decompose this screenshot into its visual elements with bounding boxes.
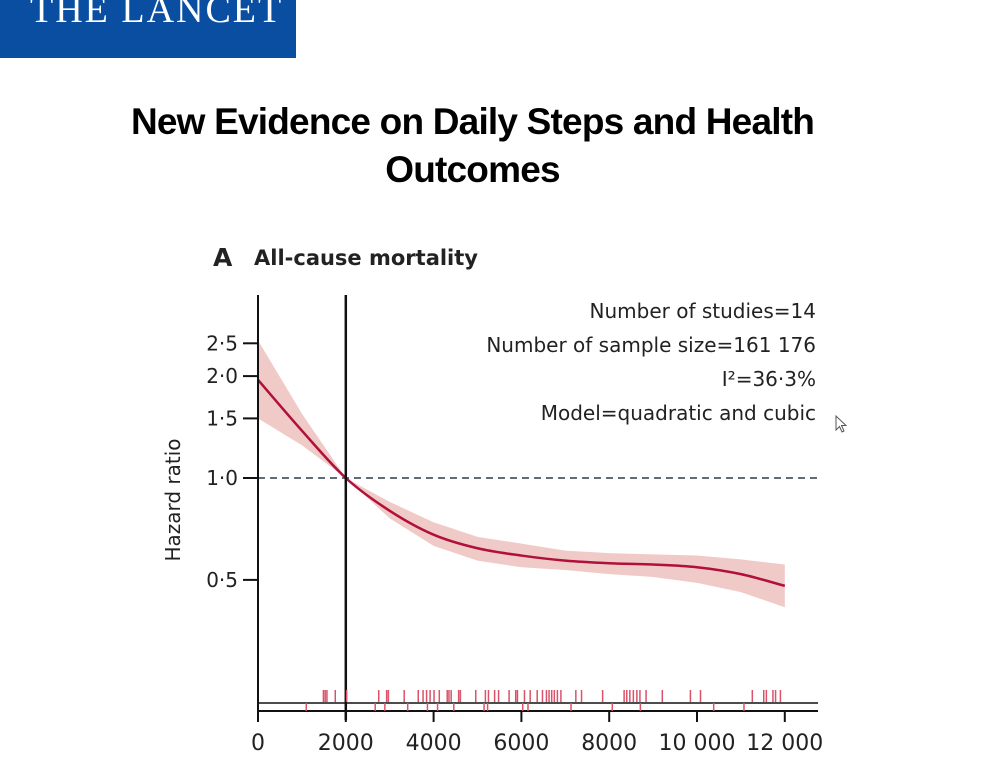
y-tick-label: 0·5	[206, 568, 238, 592]
y-tick-label: 2·5	[206, 331, 238, 355]
hazard-ratio-curve	[257, 379, 786, 588]
annotation-text: I²=36·3%	[722, 367, 816, 391]
x-tick-label: 0	[251, 731, 265, 756]
annotation-text: Model=quadratic and cubic	[541, 401, 816, 425]
y-tick-label: 1·5	[206, 406, 238, 430]
annotation-text: Number of sample size=161 176	[486, 333, 816, 357]
panel-label: A	[213, 243, 233, 272]
mouse-pointer-icon	[835, 414, 848, 433]
y-axis-label: Hazard ratio	[161, 438, 185, 561]
x-tick-label: 8000	[581, 731, 637, 756]
x-tick-label: 6000	[493, 731, 549, 756]
confidence-band	[258, 340, 785, 608]
page-title: New Evidence on Daily Steps and Health O…	[130, 101, 815, 190]
plot-area: 0 2000 4000 6000 8000 10 000 12 000 0·5 1·0 1·5 2·…	[206, 295, 823, 756]
x-tick-label: 2000	[318, 731, 374, 756]
y-tick-label: 2·0	[206, 364, 238, 388]
x-tick-label: 4000	[406, 731, 462, 756]
lancet-logo: THE LANCET	[0, 0, 296, 58]
x-tick-label: 10 000	[659, 731, 736, 756]
chart-title: All-cause mortality	[254, 246, 478, 270]
y-tick-label: 1·0	[206, 466, 238, 490]
annotation-text: Number of studies=14	[590, 299, 816, 323]
annotations: Number of studies=14 Number of sample siz…	[486, 299, 816, 425]
x-tick-label: 12 000	[746, 731, 823, 756]
logo-text: THE LANCET	[30, 0, 284, 31]
